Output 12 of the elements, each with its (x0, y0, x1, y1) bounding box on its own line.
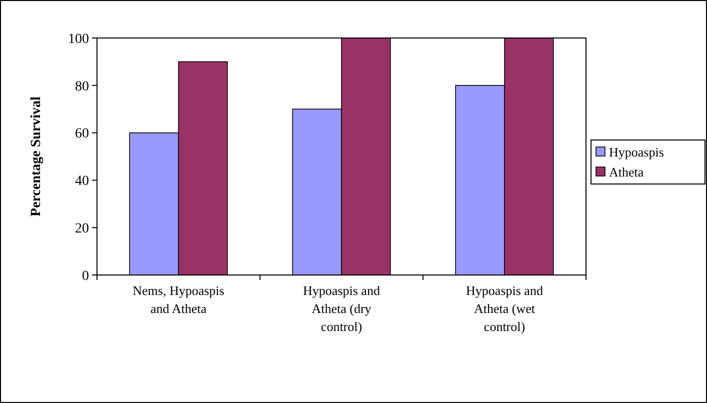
y-tick-label: 20 (75, 222, 89, 236)
x-tick-label: Hypoaspis and Atheta (dry control) (303, 283, 380, 334)
y-tick-label: 100 (68, 32, 89, 47)
x-tick-label: Nems, Hypoaspis and Atheta (132, 283, 224, 316)
x-tick-label: Hypoaspis and Atheta (wet control) (466, 283, 544, 334)
y-tick-label: 60 (75, 126, 89, 142)
legend-label: Atheta (609, 164, 644, 180)
y-tick-label: 0 (82, 268, 89, 284)
y-tick-label: 80 (75, 79, 89, 94)
legend-label: Hypoaspis (609, 144, 664, 160)
y-tick-label: 40 (75, 174, 89, 190)
y-axis-title: Percentage Survival (29, 96, 44, 216)
